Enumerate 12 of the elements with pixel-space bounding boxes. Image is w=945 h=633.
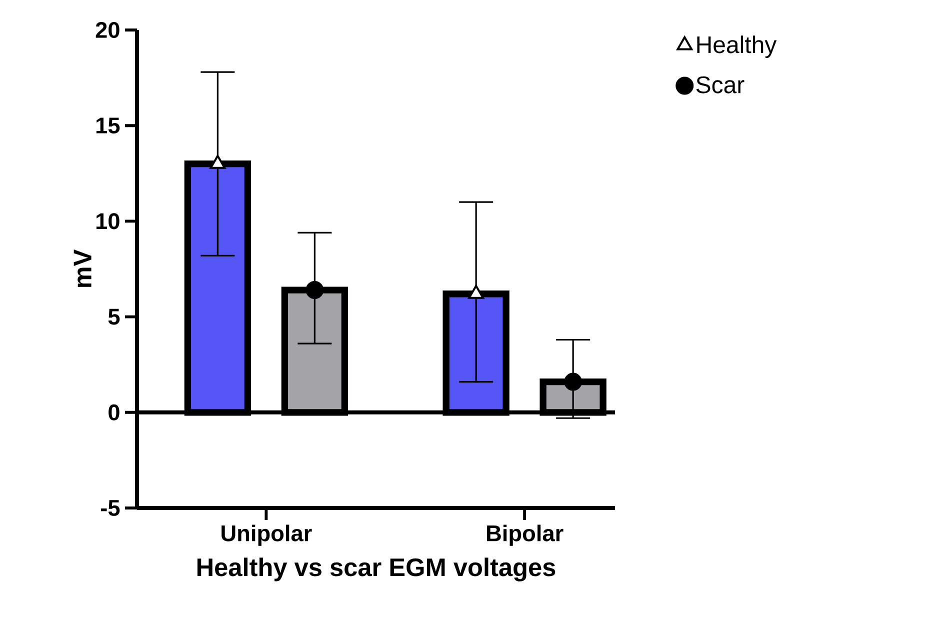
- y-axis-title: mV: [74, 249, 92, 288]
- x-tick-label: Unipolar: [222, 524, 312, 546]
- y-tick-label: 5: [108, 308, 120, 325]
- y-tick-label: 0: [108, 404, 120, 420]
- legend-label: Scar: [696, 76, 744, 94]
- y-tick-label: -5: [101, 500, 120, 516]
- legend-label: Healthy: [697, 36, 777, 58]
- y-tick-label: 20: [96, 22, 120, 38]
- y-tick-label: 10: [96, 213, 120, 230]
- x-axis-title: Healthy vs scar EGM voltages: [197, 558, 556, 582]
- y-tick-label: 15: [96, 118, 120, 134]
- x-tick-label: Bipolar: [487, 524, 564, 546]
